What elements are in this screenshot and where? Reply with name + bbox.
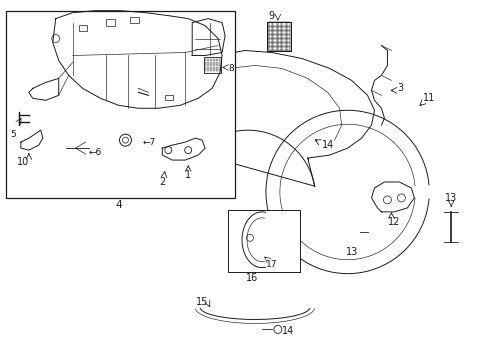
Text: 14: 14	[321, 140, 333, 150]
Text: 3: 3	[397, 84, 403, 93]
Text: 13: 13	[345, 247, 357, 257]
Text: 12: 12	[387, 217, 400, 227]
Text: 5: 5	[10, 130, 16, 139]
Text: 11: 11	[422, 93, 434, 103]
Text: 15: 15	[196, 297, 208, 306]
Bar	[203, 58, 221, 73]
Bar	[227, 210, 299, 272]
Bar	[165, 95, 173, 100]
Text: ←6: ←6	[88, 148, 102, 157]
Text: 8: 8	[227, 64, 233, 73]
Text: 2: 2	[159, 177, 165, 187]
Bar	[266, 22, 290, 51]
Bar	[6, 11, 235, 198]
Bar	[130, 17, 139, 23]
Bar	[79, 24, 86, 31]
Bar	[266, 22, 290, 51]
Bar	[105, 19, 115, 26]
Text: 1: 1	[185, 170, 191, 180]
Text: 16: 16	[245, 273, 258, 283]
Text: 9: 9	[268, 11, 274, 21]
Text: 17: 17	[265, 260, 277, 269]
Text: 10: 10	[17, 157, 29, 167]
Text: 4: 4	[115, 200, 122, 210]
Text: 13: 13	[444, 193, 456, 203]
Text: ←7: ←7	[142, 138, 155, 147]
Text: 14: 14	[281, 327, 293, 336]
